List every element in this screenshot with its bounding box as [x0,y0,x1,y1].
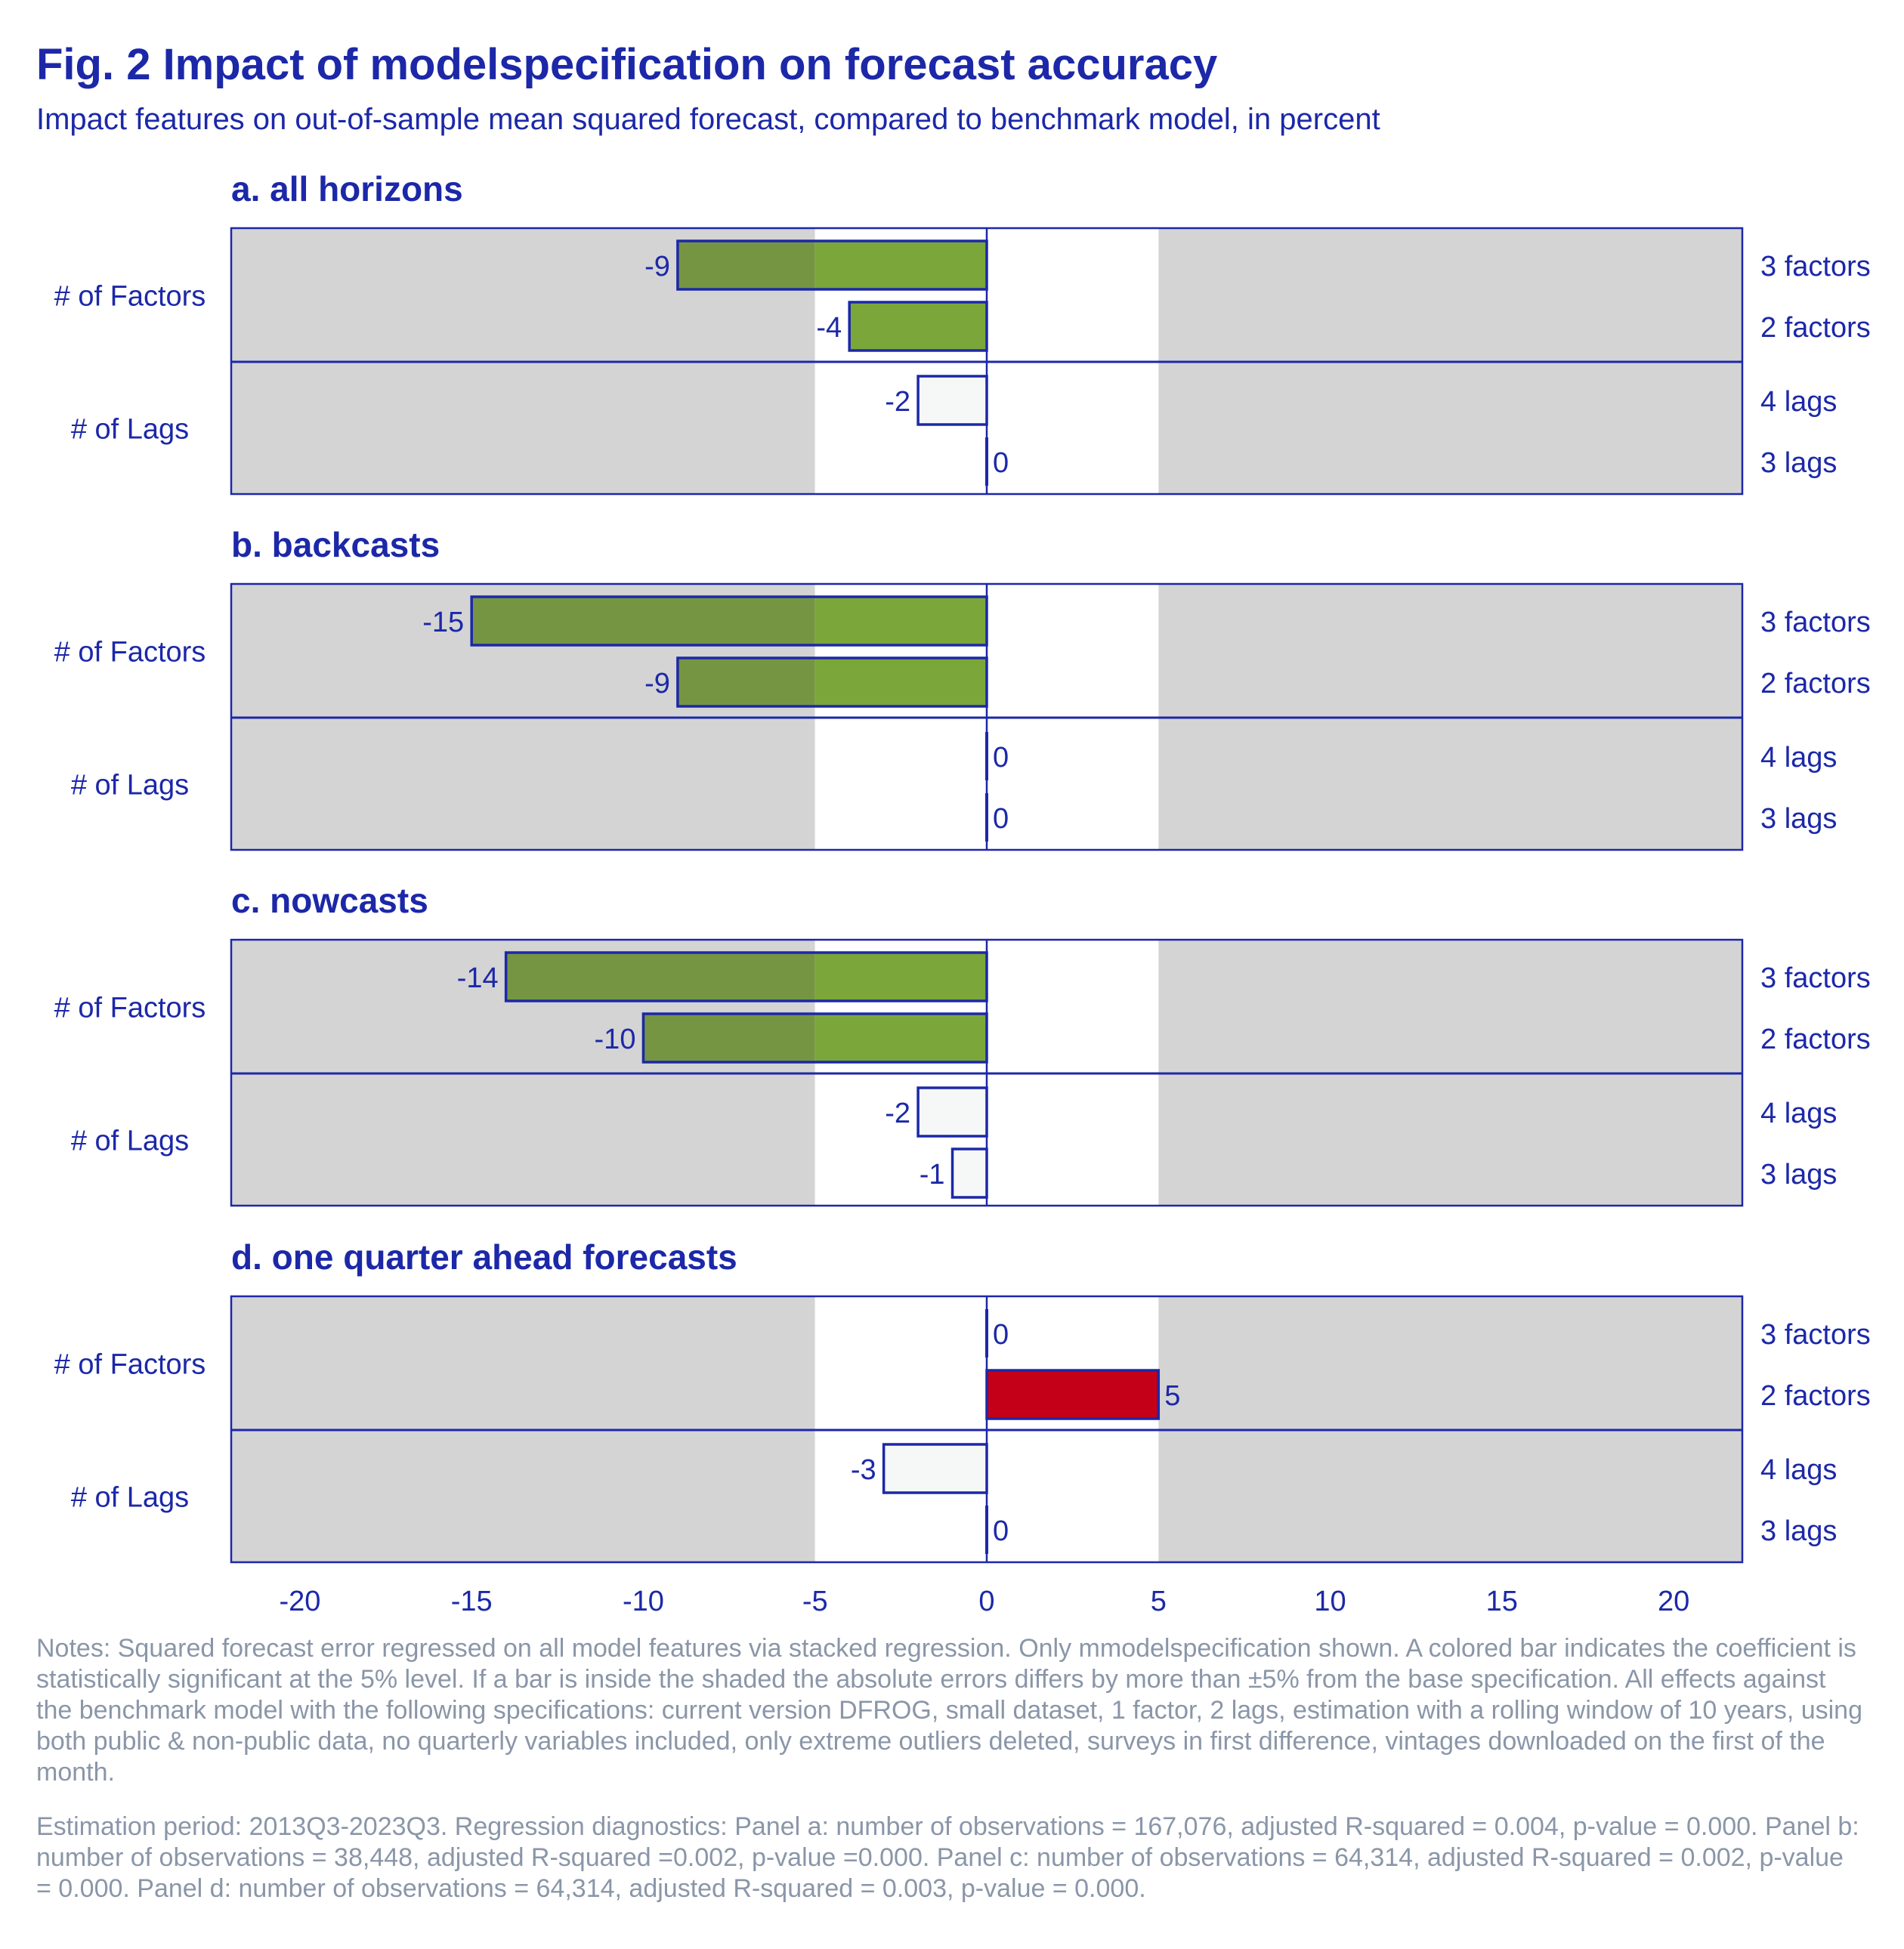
data-label: -2 [885,1098,910,1129]
bar [504,951,988,1002]
bar-shaded-part [505,953,815,1001]
data-label: -2 [885,386,910,418]
group-label: # of Factors [54,1349,206,1381]
data-label: 0 [993,1319,1009,1351]
data-label: -1 [920,1159,945,1191]
panel-title: b. backcasts [231,525,440,564]
data-label: -4 [816,312,842,344]
bar [676,656,988,708]
category-label: 4 lags [1760,742,1837,774]
category-label: 3 lags [1760,1159,1837,1191]
data-label: 0 [993,803,1009,835]
bar [950,1147,988,1199]
data-label: 0 [993,447,1009,479]
data-label: -3 [851,1454,876,1486]
category-label: 2 factors [1760,312,1871,344]
bar [916,375,988,426]
category-label: 2 factors [1760,1380,1871,1412]
panel-frame [230,1295,1744,1564]
panel-title: d. one quarter ahead forecasts [231,1237,737,1277]
panel-frame [230,582,1744,851]
regression-diagnostics: Estimation period: 2013Q3-2023Q3. Regres… [36,1812,1859,1903]
bar-fill [814,1014,987,1062]
group-label: # of Factors [54,281,206,313]
bar [882,1443,988,1494]
data-label: 5 [1164,1380,1180,1412]
category-label: 2 factors [1760,668,1871,700]
group-label: # of Factors [54,637,206,669]
category-label: 3 factors [1760,962,1871,994]
x-tick-label: -15 [451,1586,493,1617]
category-label: 3 factors [1760,607,1871,638]
panel-frame [230,227,1744,496]
panel-frame [230,938,1744,1207]
bar [470,595,988,647]
bar [848,301,988,352]
category-label: 2 factors [1760,1024,1871,1055]
bar [641,1012,988,1064]
data-label: 0 [993,1515,1009,1547]
data-label: -14 [457,962,499,994]
category-label: 3 factors [1760,1319,1871,1351]
x-tick-label: 20 [1658,1586,1689,1617]
category-label: 4 lags [1760,1098,1837,1129]
bar-fill [814,597,987,645]
bar [916,1086,988,1138]
group-label: # of Lags [71,1126,189,1157]
group-label: # of Lags [71,1482,189,1514]
x-tick-label: -5 [802,1586,828,1617]
group-label: # of Factors [54,993,206,1024]
panel-title: a. all horizons [231,169,463,208]
x-tick-label: 10 [1314,1586,1346,1617]
x-tick-label: -10 [623,1586,664,1617]
category-label: 4 lags [1760,386,1837,418]
chart-subtitle: Impact features on out-of-sample mean sq… [36,103,1380,136]
chart-notes: Notes: Squared forecast error regressed … [36,1634,1863,1787]
x-tick-label: 0 [978,1586,994,1617]
category-label: 3 lags [1760,447,1837,479]
data-label: -9 [644,251,670,283]
bar [985,1369,1161,1420]
x-tick-label: 5 [1151,1586,1167,1617]
data-label: 0 [993,742,1009,774]
bar-fill [814,658,987,706]
bar-fill [814,241,987,289]
data-label: -15 [422,607,464,638]
category-label: 3 lags [1760,803,1837,835]
group-label: # of Lags [71,770,189,802]
category-label: 3 factors [1760,251,1871,283]
x-tick-label: -20 [279,1586,320,1617]
category-label: 3 lags [1760,1515,1837,1547]
x-tick-label: 15 [1486,1586,1518,1617]
chart-title: Fig. 2 Impact of modelspecification on f… [36,40,1218,89]
bar [676,239,988,291]
bar-fill [814,953,987,1001]
bar-shaded-part [677,658,815,706]
panel-title: c. nowcasts [231,881,428,920]
bar-shaded-part [643,1014,815,1062]
bar-shaded-part [677,241,815,289]
data-label: -10 [595,1024,636,1055]
data-label: -9 [644,668,670,700]
category-label: 4 lags [1760,1454,1837,1486]
bar-shaded-part [471,597,815,645]
group-label: # of Lags [71,414,189,446]
